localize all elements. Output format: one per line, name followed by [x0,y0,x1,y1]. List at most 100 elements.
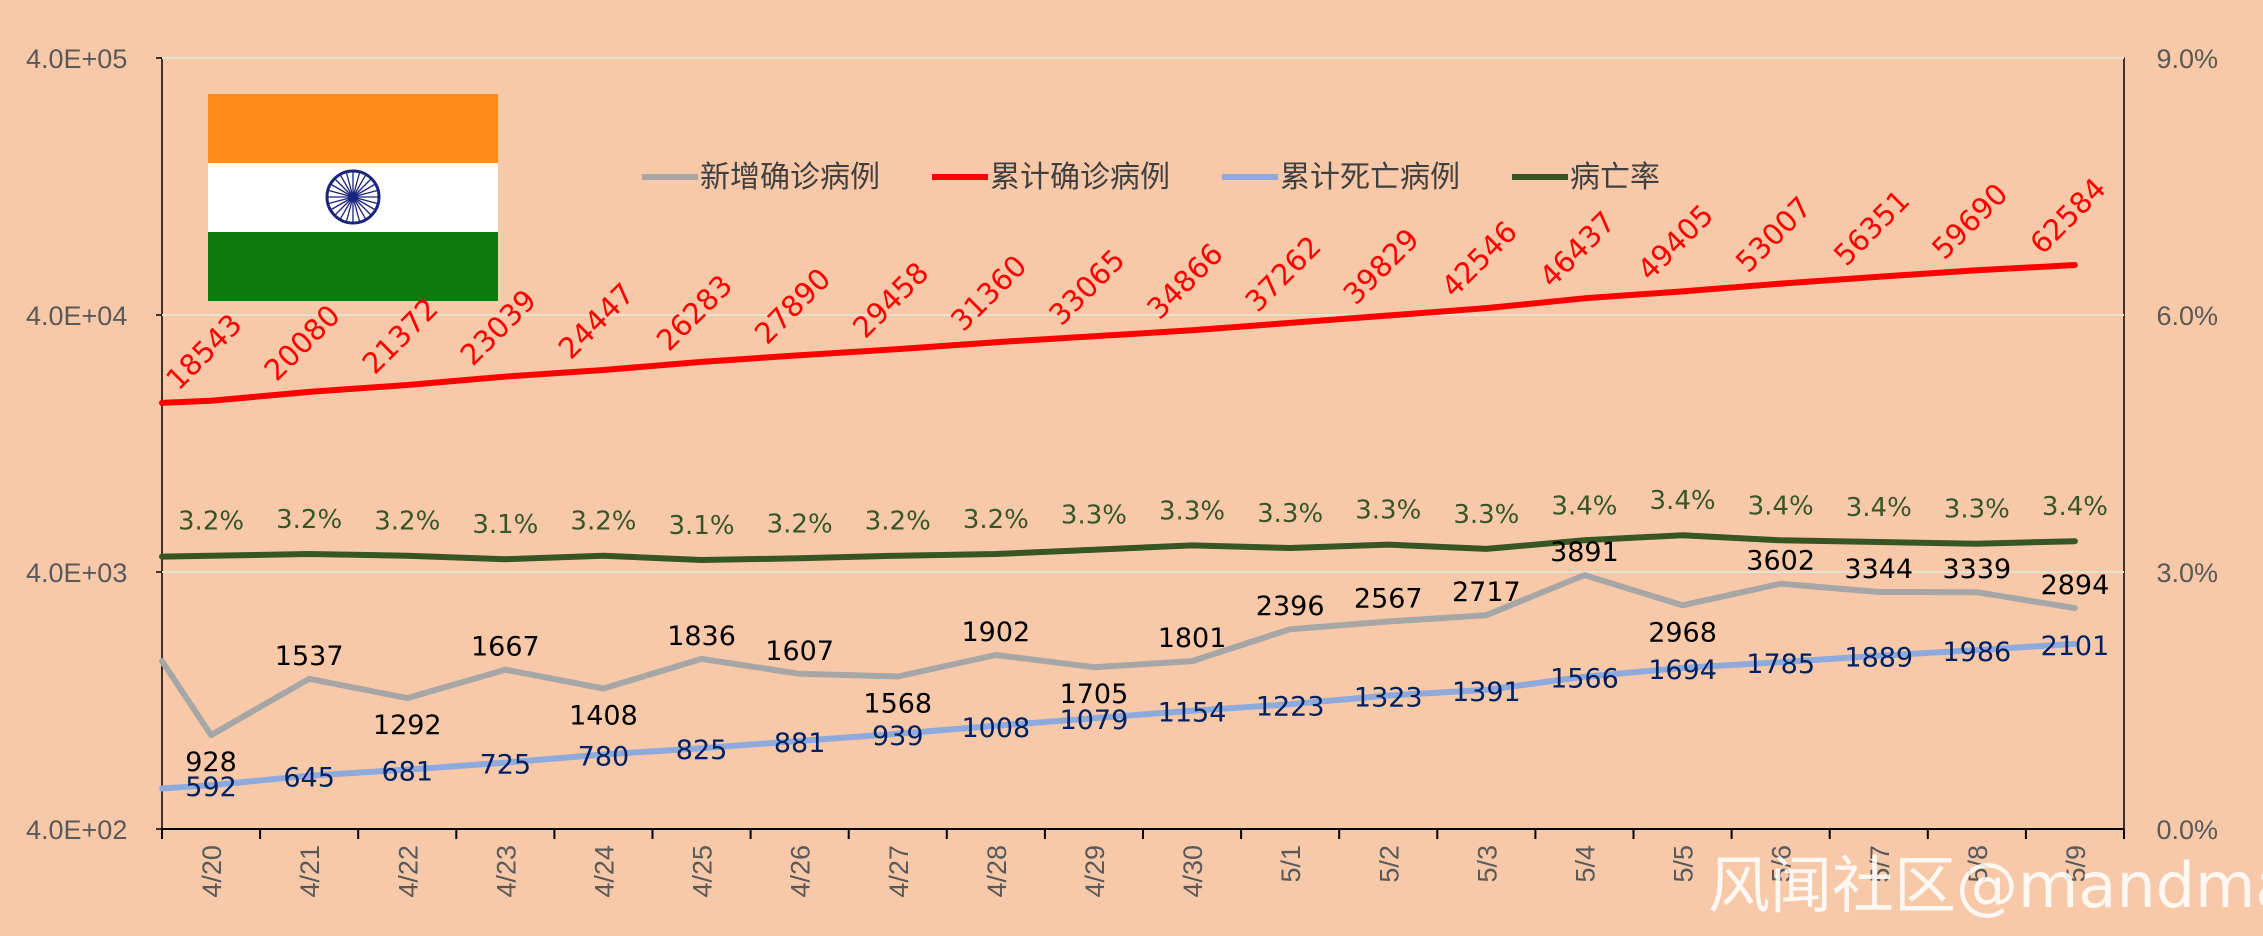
data-label-cumulative-deaths: 681 [381,757,433,788]
series-line-new-cases [159,572,2078,739]
legend-item-cumulative-cases: 累计确诊病例 [932,160,1170,195]
data-label-cumulative-cases: 26283 [650,268,739,357]
data-label-new-cases: 2894 [2041,570,2110,601]
chakra-spoke [352,189,379,198]
chakra-spoke [334,178,354,198]
data-label-fatality-rate: 3.3% [1061,501,1127,531]
x-tick-label: 5/1 [1276,845,1306,883]
legend: 新增确诊病例 累计确诊病例 累计死亡病例 病亡率 [642,160,1660,195]
chakra-spoke [352,171,361,198]
data-label-cumulative-deaths: 1223 [1256,691,1325,722]
y-left-tick-label: 4.0E+04 [26,301,127,331]
x-tick-label: 5/8 [1963,845,1993,883]
chakra-spoke [334,196,354,216]
data-label-cumulative-deaths: 1323 [1354,682,1423,713]
data-label-cumulative-cases: 27890 [748,261,837,350]
x-tick-label: 4/26 [786,845,816,898]
data-label-fatality-rate: 3.4% [2042,492,2108,522]
data-label-cumulative-cases: 37262 [1238,229,1327,318]
chakra-spoke [352,196,376,211]
data-label-new-cases: 3344 [1844,554,1913,585]
x-tick-label: 5/9 [2061,845,2091,883]
legend-item-new-cases: 新增确诊病例 [642,160,880,195]
chakra-spoke [345,196,354,223]
chakra-spoke [330,183,354,198]
y-left-tick-label: 4.0E+03 [26,558,127,588]
data-label-new-cases: 2396 [1256,591,1325,622]
chakra-spoke [327,189,354,198]
data-label-cumulative-cases: 20080 [257,298,346,387]
data-label-cumulative-cases: 59690 [1925,177,2014,266]
x-tick-label: 5/6 [1767,845,1797,883]
chakra-spoke [352,183,376,198]
y-left-tick-label: 4.0E+05 [26,44,127,74]
data-label-cumulative-cases: 42546 [1435,214,1524,303]
chakra-spoke [345,171,354,198]
data-label-cumulative-deaths: 1154 [1158,698,1227,729]
chakra-spoke [352,196,379,205]
x-tick-label: 4/24 [590,845,620,898]
data-label-fatality-rate: 3.2% [963,505,1029,535]
data-label-fatality-rate: 3.1% [472,510,538,540]
y-right-tick-label: 6.0% [2156,301,2218,331]
legend-label: 新增确诊病例 [700,160,880,195]
chakra-spoke [352,178,372,198]
x-tick-label: 4/28 [982,845,1012,898]
data-label-fatality-rate: 3.2% [767,509,833,539]
y-right-tick-label: 3.0% [2156,558,2218,588]
x-tick-label: 4/21 [295,845,325,898]
legend-label: 累计死亡病例 [1280,160,1460,195]
data-label-fatality-rate: 3.4% [1650,486,1716,516]
data-label-new-cases: 2567 [1354,584,1423,615]
chakra-spoke [330,196,354,211]
data-label-new-cases: 1408 [569,701,638,732]
x-tick-label: 5/3 [1472,845,1502,883]
data-label-fatality-rate: 3.1% [669,511,735,541]
ashoka-chakra-icon [325,169,381,225]
data-label-cumulative-deaths: 881 [774,728,826,759]
data-label-cumulative-deaths: 725 [480,750,532,781]
data-label-cumulative-cases: 34866 [1140,237,1229,326]
data-label-cumulative-deaths: 1986 [1942,637,2011,668]
data-label-new-cases: 1568 [863,689,932,720]
data-label-new-cases: 2968 [1648,617,1717,648]
data-label-cumulative-cases: 46437 [1533,205,1622,294]
chakra-spoke [352,196,367,220]
data-label-fatality-rate: 3.3% [1944,495,2010,525]
data-label-cumulative-cases: 49405 [1631,198,1720,287]
series-line-fatality-rate [159,532,2078,563]
data-label-fatality-rate: 3.2% [865,507,931,537]
x-tick-label: 4/22 [393,845,423,898]
x-tick-label: 5/7 [1865,845,1895,883]
data-label-fatality-rate: 3.4% [1846,493,1912,523]
data-label-fatality-rate: 3.3% [1159,496,1225,526]
data-label-cumulative-cases: 21372 [356,291,445,380]
data-label-cumulative-cases: 29458 [846,255,935,344]
data-label-fatality-rate: 3.4% [1748,491,1814,521]
data-label-cumulative-cases: 18543 [159,307,248,396]
data-label-cumulative-deaths: 645 [283,763,335,794]
data-label-fatality-rate: 3.3% [1453,500,1519,530]
data-label-fatality-rate: 3.2% [570,507,636,537]
x-tick-label: 4/30 [1178,845,1208,898]
data-label-cumulative-deaths: 1785 [1746,649,1815,680]
data-label-cumulative-deaths: 2101 [2041,631,2110,662]
data-label-new-cases: 1902 [961,617,1030,648]
data-label-cumulative-deaths: 592 [185,772,237,803]
x-tick-label: 5/5 [1669,845,1699,883]
x-tick-label: 4/23 [491,845,521,898]
x-tick-label: 4/20 [197,845,227,898]
series-layer [159,262,2078,792]
chakra-spoke [327,196,354,205]
data-label-cumulative-cases: 62584 [2023,171,2112,260]
data-label-new-cases: 2717 [1452,577,1521,608]
data-label-fatality-rate: 3.2% [276,505,342,535]
x-tick-label: 5/4 [1570,845,1600,883]
data-label-cumulative-deaths: 780 [578,741,630,772]
data-label-fatality-rate: 3.2% [178,507,244,537]
data-label-cumulative-deaths: 939 [872,721,924,752]
data-label-fatality-rate: 3.3% [1355,496,1421,526]
data-label-fatality-rate: 3.2% [374,507,440,537]
india-flag [208,94,498,301]
